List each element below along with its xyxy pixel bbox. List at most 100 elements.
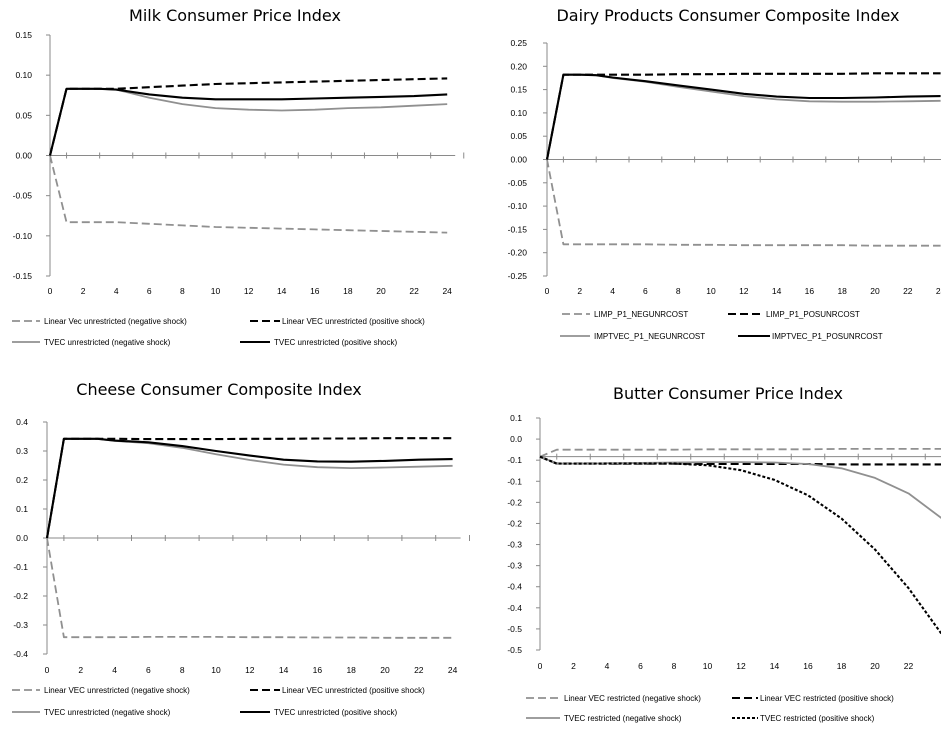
x-tick-label: 4 <box>605 661 610 671</box>
series-line-4 <box>545 73 941 160</box>
legend-label: LIMP_P1_NEGUNRCOST <box>594 310 688 319</box>
series-line-3 <box>46 437 453 539</box>
x-tick-label: 20 <box>380 665 390 675</box>
y-tick-label: 0.1 <box>16 504 28 514</box>
x-tick-label: 22 <box>904 661 914 671</box>
x-tick-label: 12 <box>245 665 255 675</box>
legend-label: TVEC restricted (negative shock) <box>564 714 682 723</box>
y-tick-label: -0.4 <box>507 603 522 613</box>
x-tick-label: 24 <box>448 665 458 675</box>
x-tick-label: 24 <box>442 286 452 296</box>
x-tick-label: 10 <box>703 661 713 671</box>
series-line-1 <box>539 447 941 458</box>
y-tick-label: 0.4 <box>16 417 28 427</box>
legend-label: LIMP_P1_POSUNRCOST <box>766 310 860 319</box>
chart-panel-4: Butter Consumer Price Index 0.1 0.0 -0.1 -0.… <box>507 384 941 723</box>
x-tick-label: 10 <box>211 665 221 675</box>
y-tick-label: -0.2 <box>13 591 28 601</box>
y-tick-label: -0.5 <box>507 624 522 634</box>
x-tick-label: 0 <box>538 661 543 671</box>
x-tick-label: 18 <box>837 661 847 671</box>
y-tick-label: -0.3 <box>507 561 522 571</box>
legend-label: Linear VEC unrestricted (negative shock) <box>44 686 190 695</box>
chart-panel-3: Cheese Consumer Composite Index 0.4 0.3 0.2… <box>12 380 470 717</box>
x-tick-label: 14 <box>770 661 780 671</box>
y-tick-label: 0.2 <box>16 475 28 485</box>
x-tick-label: 16 <box>310 286 320 296</box>
x-tick-label: 14 <box>277 286 287 296</box>
y-tick-label: 0.00 <box>510 155 527 165</box>
x-tick-label: 14 <box>279 665 289 675</box>
y-tick-label: 0.10 <box>15 70 32 80</box>
x-tick-label: 24 <box>936 286 941 296</box>
x-tick-label: 4 <box>114 286 119 296</box>
y-tick-label: -0.05 <box>13 191 33 201</box>
series-line-1 <box>546 159 941 247</box>
y-tick-label: -0.15 <box>13 271 33 281</box>
x-tick-label: 8 <box>672 661 677 671</box>
x-tick-label: 2 <box>78 665 83 675</box>
y-tick-label: 0.25 <box>510 38 527 48</box>
series-line-3 <box>539 455 941 519</box>
x-tick-label: 6 <box>643 286 648 296</box>
x-tick-label: 10 <box>706 286 716 296</box>
x-tick-label: 12 <box>244 286 254 296</box>
x-tick-label: 10 <box>211 286 221 296</box>
y-tick-label: -0.20 <box>508 248 528 258</box>
legend-label: IMPTVEC_P1_POSUNRCOST <box>772 332 883 341</box>
y-tick-label: -0.2 <box>507 497 522 507</box>
chart-panel-2: Dairy Products Consumer Composite Index 0… <box>508 6 941 341</box>
x-tick-label: 0 <box>545 286 550 296</box>
y-tick-label: 0.20 <box>510 61 527 71</box>
x-tick-label: 2 <box>577 286 582 296</box>
x-tick-label: 16 <box>803 661 813 671</box>
x-tick-label: 22 <box>903 286 913 296</box>
legend-label: IMPTVEC_P1_NEGUNRCOST <box>594 332 705 341</box>
y-tick-label: 0.05 <box>510 131 527 141</box>
y-tick-label: -0.3 <box>13 620 28 630</box>
x-tick-label: 16 <box>805 286 815 296</box>
y-tick-label: -0.4 <box>13 649 28 659</box>
y-tick-label: 0.3 <box>16 446 28 456</box>
series-line-4 <box>45 437 453 539</box>
x-tick-label: 8 <box>180 286 185 296</box>
x-tick-label: 20 <box>870 286 880 296</box>
series-line-2 <box>45 437 453 539</box>
x-tick-label: 12 <box>736 661 746 671</box>
y-tick-label: -0.10 <box>508 201 528 211</box>
x-tick-label: 4 <box>112 665 117 675</box>
x-tick-label: 4 <box>610 286 615 296</box>
x-tick-label: 18 <box>346 665 356 675</box>
y-tick-label: 0.15 <box>15 30 32 40</box>
y-tick-label: 0.10 <box>510 108 527 118</box>
y-tick-label: -0.2 <box>507 518 522 528</box>
legend-label: TVEC unrestricted (negative shock) <box>44 338 171 347</box>
legend-label: TVEC unrestricted (positive shock) <box>274 708 397 717</box>
x-tick-label: 6 <box>146 665 151 675</box>
series-line-2 <box>545 72 941 160</box>
chart-panel-1: Milk Consumer Price Index 0.15 0.10 0.05 0.0… <box>12 6 465 347</box>
y-tick-label: -0.1 <box>507 455 522 465</box>
series-line-3 <box>546 73 941 160</box>
y-tick-label: -0.15 <box>508 224 528 234</box>
y-tick-label: -0.3 <box>507 540 522 550</box>
x-tick-label: 22 <box>414 665 424 675</box>
y-tick-label: 0.05 <box>15 110 32 120</box>
legend-label: TVEC restricted (positive shock) <box>760 714 875 723</box>
x-tick-label: 20 <box>870 661 880 671</box>
x-tick-label: 2 <box>81 286 86 296</box>
y-tick-label: -0.4 <box>507 582 522 592</box>
y-tick-label: 0.0 <box>16 533 28 543</box>
x-tick-label: 16 <box>313 665 323 675</box>
x-tick-label: 6 <box>638 661 643 671</box>
y-tick-label: 0.00 <box>15 151 32 161</box>
legend-label: Linear Vec unrestricted (negative shock) <box>44 317 187 326</box>
x-tick-label: 18 <box>343 286 353 296</box>
chart-title: Butter Consumer Price Index <box>613 384 843 403</box>
chart-title: Dairy Products Consumer Composite Index <box>556 6 899 25</box>
y-tick-label: -0.5 <box>507 645 522 655</box>
x-tick-label: 6 <box>147 286 152 296</box>
y-tick-label: -0.05 <box>508 178 528 188</box>
chart-title: Cheese Consumer Composite Index <box>76 380 361 399</box>
y-tick-label: 0.1 <box>510 413 522 423</box>
